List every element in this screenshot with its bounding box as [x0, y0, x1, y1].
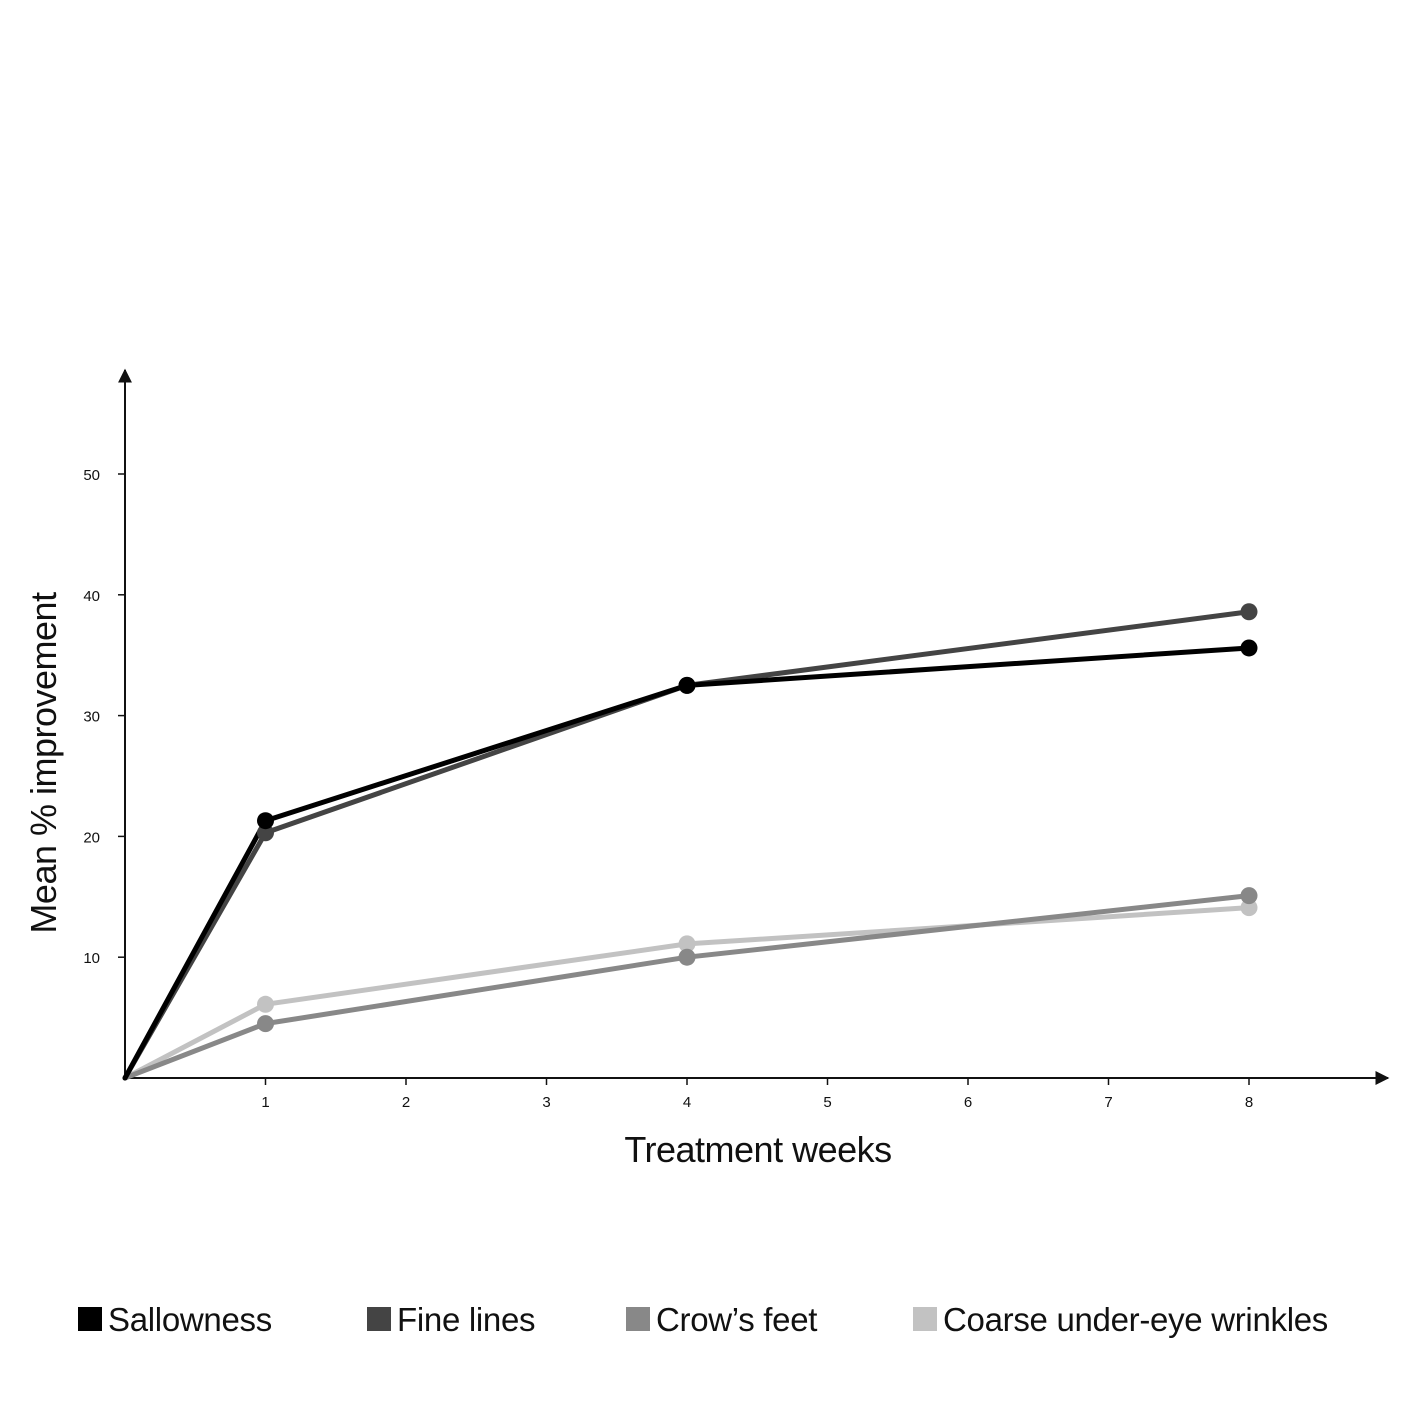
x-tick-label: 7 — [1104, 1094, 1112, 1111]
legend-label: Crow’s feet — [656, 1301, 817, 1338]
legend-item-sallowness: Sallowness — [78, 1301, 272, 1338]
series-line-coarse-under-eye-wrinkles — [122, 905, 1252, 1081]
y-tick-label: 40 — [83, 588, 100, 605]
x-tick-label: 5 — [823, 1094, 831, 1111]
x-tick-label: 3 — [542, 1094, 550, 1111]
legend-swatch — [626, 1307, 650, 1331]
x-tick-label: 4 — [683, 1094, 691, 1111]
y-axis-title: Mean % improvement — [23, 592, 64, 934]
x-tick-label: 1 — [261, 1094, 269, 1111]
data-point-fine-lines — [257, 824, 274, 842]
x-tick-label: 2 — [402, 1094, 410, 1111]
data-point-fine-lines — [1240, 603, 1258, 621]
legend: Sallowness Fine lines Crow’s feet Coarse un… — [78, 1301, 1328, 1338]
axis-ticks: 1 2 3 4 5 6 7 8 10 20 30 40 50 — [83, 467, 1253, 1111]
data-point-sallowness — [257, 812, 274, 830]
legend-item-fine-lines: Fine lines — [367, 1301, 536, 1338]
legend-label: Fine lines — [397, 1301, 535, 1338]
legend-label: Sallowness — [108, 1301, 272, 1338]
y-tick-label: 10 — [83, 950, 100, 967]
legend-label: Coarse under-eye wrinkles — [943, 1301, 1328, 1338]
series-lines — [122, 609, 1252, 1081]
series-line-sallowness — [122, 645, 1252, 1081]
data-point-crow-s-feet — [678, 948, 696, 966]
data-point-coarse-under-eye-wrinkles — [678, 935, 696, 953]
series-line-crow-s-feet — [122, 893, 1252, 1081]
data-point-sallowness — [678, 676, 696, 694]
y-tick-label: 50 — [83, 467, 100, 484]
legend-swatch — [78, 1307, 102, 1331]
axes — [118, 368, 1390, 1085]
legend-swatch — [367, 1307, 391, 1331]
data-point-coarse-under-eye-wrinkles — [257, 995, 274, 1013]
y-tick-label: 30 — [83, 709, 100, 726]
x-tick-label: 8 — [1245, 1094, 1253, 1111]
series-line-fine-lines — [122, 609, 1252, 1081]
data-point-sallowness — [1240, 639, 1258, 657]
series-points — [257, 603, 1258, 1033]
legend-item-coarse-under-eye-wrinkles: Coarse under-eye wrinkles — [913, 1301, 1328, 1338]
data-point-crow-s-feet — [257, 1015, 274, 1033]
data-point-coarse-under-eye-wrinkles — [1240, 899, 1258, 917]
x-tick-label: 6 — [964, 1094, 972, 1111]
legend-item-crow-s-feet: Crow’s feet — [626, 1301, 818, 1338]
y-tick-label: 20 — [83, 829, 100, 846]
legend-swatch — [913, 1307, 937, 1331]
data-point-crow-s-feet — [1240, 887, 1258, 905]
x-axis-title: Treatment weeks — [624, 1129, 891, 1170]
